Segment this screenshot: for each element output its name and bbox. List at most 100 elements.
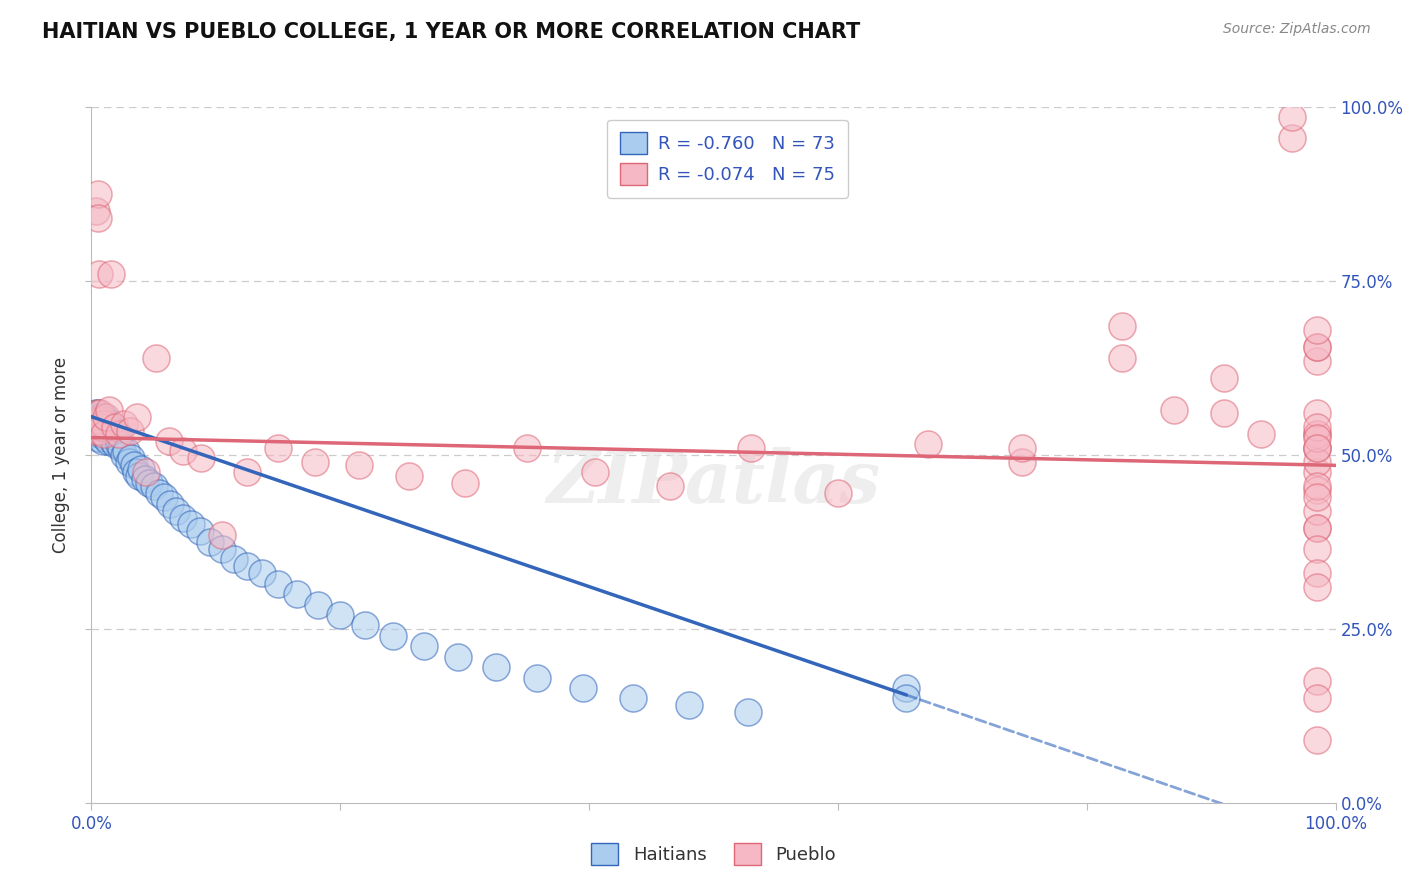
Point: [86, 413, 108, 427]
Point: [1306, 674, 1329, 689]
Point: [87, 424, 110, 438]
Point: [224, 552, 246, 566]
Point: [105, 427, 128, 442]
Point: [250, 566, 273, 581]
Point: [86, 211, 108, 226]
Point: [285, 587, 308, 601]
Point: [453, 475, 475, 490]
Point: [127, 409, 149, 424]
Point: [118, 424, 141, 438]
Point: [104, 437, 127, 451]
Point: [188, 524, 211, 539]
Point: [90, 413, 112, 427]
Point: [157, 434, 180, 448]
Text: HAITIAN VS PUEBLO COLLEGE, 1 YEAR OR MORE CORRELATION CHART: HAITIAN VS PUEBLO COLLEGE, 1 YEAR OR MOR…: [42, 22, 860, 42]
Point: [172, 510, 194, 524]
Point: [447, 649, 470, 664]
Point: [1306, 490, 1329, 504]
Point: [190, 451, 212, 466]
Point: [485, 660, 508, 674]
Point: [381, 629, 404, 643]
Point: [128, 468, 150, 483]
Point: [354, 618, 377, 632]
Point: [96, 409, 118, 424]
Point: [526, 671, 548, 685]
Point: [86, 204, 108, 219]
Point: [100, 267, 122, 281]
Text: ZIPatlas: ZIPatlas: [547, 447, 880, 518]
Point: [211, 528, 233, 542]
Point: [135, 466, 157, 480]
Point: [125, 466, 148, 480]
Point: [98, 427, 121, 442]
Point: [97, 402, 120, 417]
Point: [145, 351, 167, 365]
Point: [1306, 503, 1329, 517]
Point: [236, 466, 259, 480]
Point: [1306, 441, 1329, 455]
Point: [1306, 406, 1329, 420]
Point: [142, 479, 165, 493]
Point: [896, 691, 918, 706]
Point: [129, 462, 152, 476]
Point: [1111, 319, 1133, 334]
Point: [90, 420, 112, 434]
Legend: Haitians, Pueblo: Haitians, Pueblo: [582, 834, 845, 874]
Point: [86, 406, 108, 420]
Point: [329, 607, 352, 622]
Point: [917, 437, 939, 451]
Point: [1306, 479, 1329, 493]
Point: [103, 424, 125, 438]
Point: [1306, 521, 1329, 535]
Point: [86, 413, 108, 427]
Point: [112, 448, 135, 462]
Point: [94, 413, 117, 427]
Point: [148, 486, 170, 500]
Point: [1011, 441, 1033, 455]
Point: [1306, 354, 1329, 368]
Point: [100, 417, 122, 431]
Point: [1306, 521, 1329, 535]
Point: [87, 427, 110, 442]
Point: [89, 413, 111, 427]
Point: [572, 681, 595, 695]
Point: [122, 458, 145, 473]
Point: [1306, 733, 1329, 747]
Point: [134, 472, 156, 486]
Text: Source: ZipAtlas.com: Source: ZipAtlas.com: [1223, 22, 1371, 37]
Point: [1306, 691, 1329, 706]
Point: [304, 455, 326, 469]
Point: [1306, 541, 1329, 556]
Point: [93, 427, 115, 442]
Point: [1011, 455, 1033, 469]
Point: [172, 444, 194, 458]
Point: [1306, 427, 1329, 442]
Point: [211, 541, 233, 556]
Point: [97, 424, 120, 438]
Point: [94, 424, 117, 438]
Point: [1212, 371, 1234, 385]
Point: [112, 417, 135, 431]
Point: [86, 420, 108, 434]
Point: [84, 424, 107, 438]
Point: [1306, 483, 1329, 497]
Point: [107, 437, 129, 451]
Point: [96, 417, 118, 431]
Point: [347, 458, 370, 473]
Point: [86, 431, 108, 445]
Point: [1306, 427, 1329, 442]
Point: [89, 420, 111, 434]
Point: [84, 409, 107, 424]
Point: [120, 451, 142, 466]
Point: [1306, 420, 1329, 434]
Point: [138, 475, 160, 490]
Point: [583, 466, 606, 480]
Point: [86, 406, 108, 420]
Point: [198, 535, 221, 549]
Point: [1281, 131, 1303, 145]
Point: [91, 417, 114, 431]
Point: [896, 681, 918, 695]
Point: [93, 409, 115, 424]
Point: [118, 455, 141, 469]
Point: [267, 576, 290, 591]
